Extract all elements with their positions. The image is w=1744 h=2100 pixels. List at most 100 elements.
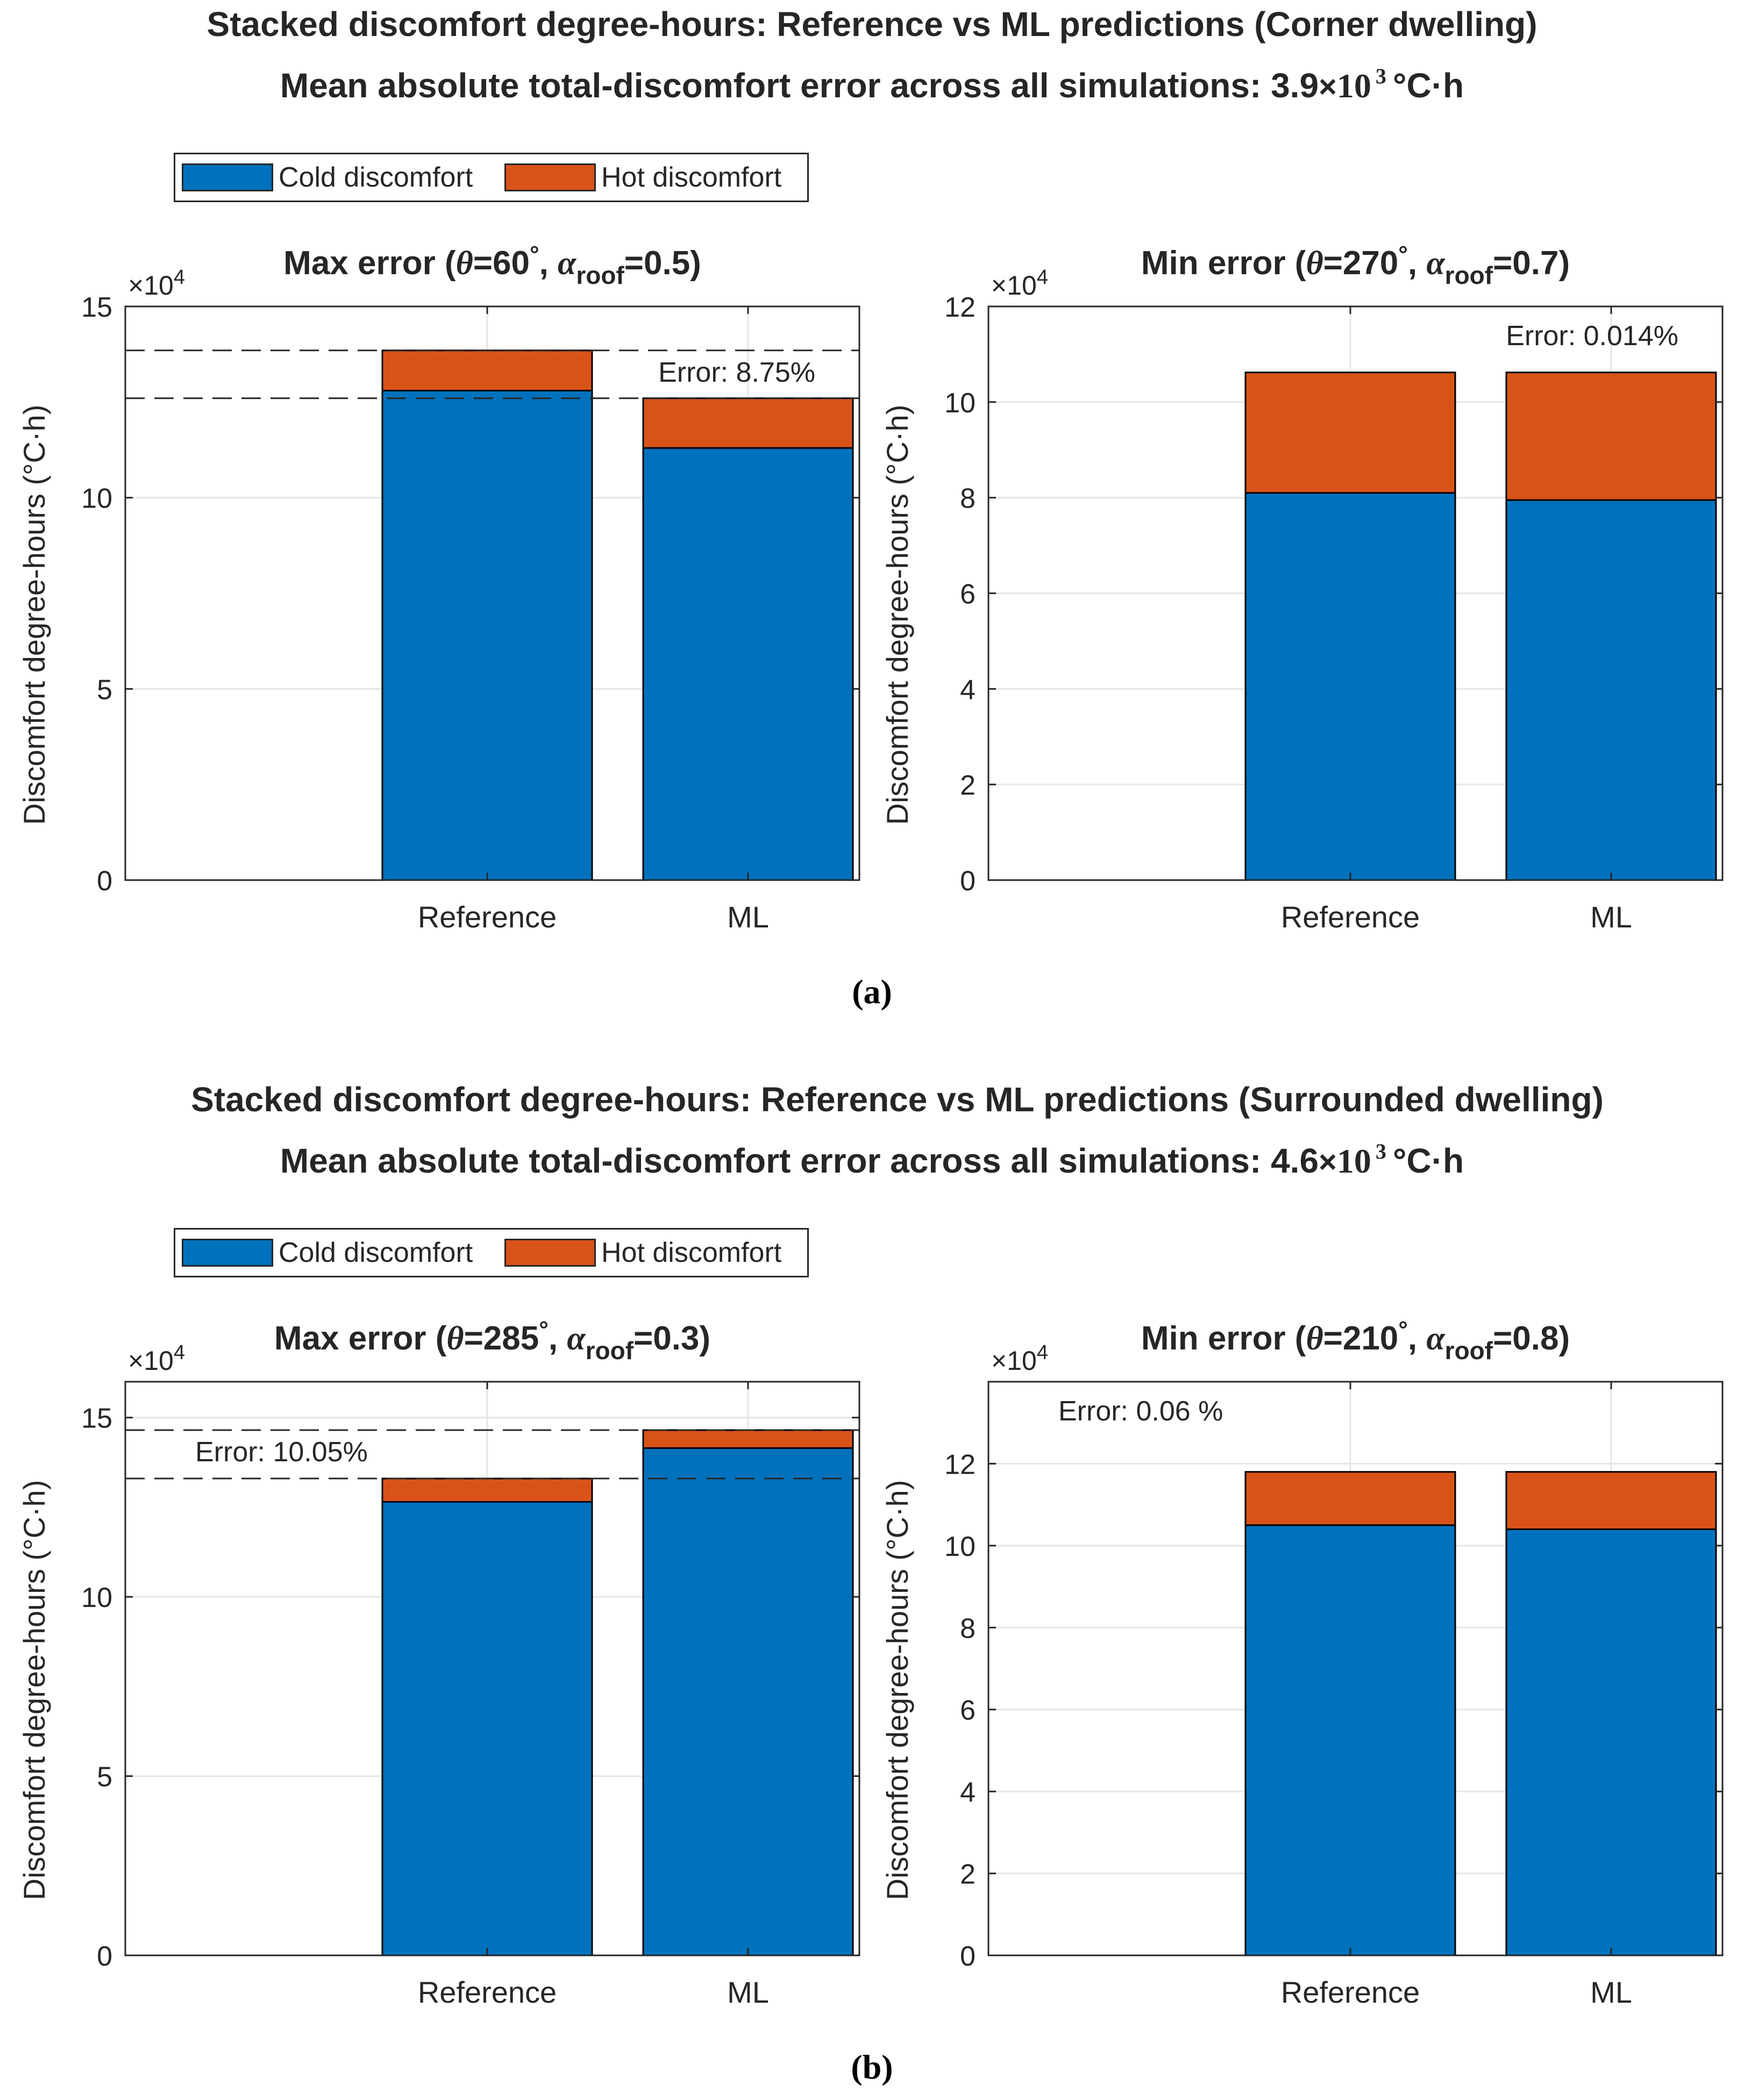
legend-b-cold: Cold discomfort — [182, 1230, 473, 1276]
bar-reference-cold — [381, 389, 593, 881]
figure-a-mean-error-unit: °C·h — [1392, 66, 1464, 105]
figure-b-subtitle-prefix: Mean absolute total-discomfort error acr… — [280, 1141, 1271, 1180]
x-tick-label-ml: ML — [1590, 1975, 1632, 2009]
bar-reference-hot — [1244, 372, 1456, 494]
bar-ml-hot — [642, 1429, 854, 1449]
subplot-title: Max error (θ=60°, αroof=0.5) — [283, 241, 701, 289]
figure-a-mean-error-exponent: 3 — [1375, 64, 1386, 88]
figure-a-subtitle-prefix: Mean absolute total-discomfort error acr… — [280, 66, 1271, 105]
x-tick-label-reference: Reference — [1281, 900, 1420, 934]
x-tick-label-ml: ML — [727, 1975, 769, 2009]
panel-b-subplot-2: 0 2 4 6 8 10 12 Reference ML ×104 Discomfort degre… — [880, 1317, 1724, 2009]
bar-reference-hot — [381, 1477, 593, 1503]
y-tick-label-4: 8 — [960, 1613, 976, 1644]
y-tick-label-5: 10 — [944, 1531, 976, 1562]
error-annotation: Error: 0.06 % — [1058, 1396, 1223, 1427]
x-tick-label-reference: Reference — [1281, 1975, 1420, 2009]
figure-b-times-sign: × — [1319, 1145, 1337, 1180]
y-tick-label-2: 10 — [81, 1582, 112, 1613]
legend-b-hot-swatch — [504, 1239, 596, 1267]
figure-b-mean-error-mantissa: 4.6 — [1271, 1141, 1319, 1180]
subplot-title: Max error (θ=285°, αroof=0.3) — [274, 1317, 710, 1365]
y-multiplier: ×104 — [128, 1341, 185, 1376]
figure-b-title: Stacked discomfort degree-hours: Referen… — [0, 1080, 1744, 1119]
panel-a-subplot-1: 0 5 10 15 Reference ML ×104 Discomfort degree-h… — [17, 241, 860, 934]
figure-b-mean-error-base: 10 — [1336, 1142, 1371, 1180]
y-multiplier: ×104 — [991, 266, 1048, 301]
y-tick-label-5: 10 — [944, 388, 976, 419]
legend-a-hot-swatch — [504, 163, 596, 191]
figure-a-title: Stacked discomfort degree-hours: Referen… — [207, 5, 1537, 44]
y-tick-label-1: 5 — [97, 1762, 112, 1793]
y-tick-label-3: 6 — [960, 579, 976, 610]
panel-b-subplot-1: 0 5 10 15 Reference ML ×104 Discomfort degree-h… — [17, 1317, 860, 2009]
y-tick-label-0: 0 — [960, 866, 976, 897]
chart-b-plots: 0 5 10 15 Reference ML ×104 Discomfort degree-h… — [17, 1317, 1724, 2009]
y-axis-label: Discomfort degree-hours (°C·h) — [880, 1480, 914, 1901]
bar-reference-cold — [1244, 1524, 1456, 1956]
bar-ml-cold — [642, 447, 854, 881]
y-axis-label: Discomfort degree-hours (°C·h) — [17, 1480, 51, 1901]
bar-reference-hot — [381, 349, 593, 391]
y-tick-label-0: 0 — [960, 1941, 976, 1972]
figure-a-mean-error-base: 10 — [1336, 67, 1371, 105]
bar-ml-hot — [642, 397, 854, 449]
axes-frame — [124, 1381, 860, 1956]
bar-reference-cold — [381, 1501, 593, 1956]
y-tick-label-3: 15 — [81, 292, 112, 323]
legend-b-cold-label: Cold discomfort — [279, 1237, 473, 1268]
y-tick-label-4: 8 — [960, 483, 976, 515]
error-annotation: Error: 8.75% — [658, 357, 815, 388]
legend-a-hot: Hot discomfort — [504, 154, 781, 201]
x-tick-label-ml: ML — [1590, 900, 1632, 934]
y-tick-label-1: 2 — [960, 770, 976, 801]
figure-b-title-text: Stacked discomfort degree-hours: Referen… — [191, 1080, 1604, 1119]
legend-b: Cold discomfort Hot discomfort — [174, 1228, 809, 1277]
subplot-title: Min error (θ=270°, αroof=0.7) — [1141, 241, 1570, 289]
error-annotation: Error: 0.014% — [1506, 320, 1678, 352]
axes-frame — [124, 305, 860, 881]
figure-a-mean-error-mantissa: 3.9 — [1271, 66, 1319, 105]
legend-a-cold: Cold discomfort — [182, 154, 473, 201]
y-tick-label-0: 0 — [97, 1941, 112, 1972]
y-tick-label-2: 4 — [960, 674, 976, 705]
y-tick-label-1: 2 — [960, 1859, 976, 1890]
x-tick-label-ml: ML — [727, 900, 769, 934]
figure-a-subtitle: Mean absolute total-discomfort error acr… — [0, 63, 1744, 106]
figure-b-mean-error-exponent: 3 — [1375, 1139, 1386, 1163]
legend-a-hot-label: Hot discomfort — [601, 162, 782, 193]
y-tick-label-6: 12 — [944, 292, 976, 323]
y-axis-label: Discomfort degree-hours (°C·h) — [880, 405, 914, 825]
legend-a-cold-swatch — [182, 163, 273, 191]
figure-a-times-sign: × — [1319, 69, 1337, 104]
legend-b-hot-label: Hot discomfort — [601, 1237, 782, 1268]
legend-a-cold-label: Cold discomfort — [279, 162, 473, 193]
subplot-title: Min error (θ=210°, αroof=0.8) — [1141, 1317, 1570, 1365]
error-annotation: Error: 10.05% — [195, 1437, 368, 1468]
y-axis-label: Discomfort degree-hours (°C·h) — [17, 405, 51, 825]
y-multiplier: ×104 — [128, 266, 185, 301]
bar-ml-cold — [1505, 1528, 1717, 1956]
bar-ml-hot — [1505, 1471, 1717, 1530]
y-tick-label-2: 10 — [81, 483, 112, 515]
caption-a: (a) — [852, 973, 892, 1011]
bar-ml-cold — [642, 1447, 854, 1956]
bar-reference-hot — [1244, 1471, 1456, 1526]
panel-a-subplot-2: 0 2 4 6 8 10 12 Reference ML ×104 Discomfort degre… — [880, 241, 1724, 934]
x-tick-label-reference: Reference — [418, 900, 557, 934]
y-tick-label-0: 0 — [97, 866, 112, 897]
y-tick-label-6: 12 — [944, 1449, 976, 1480]
legend-a: Cold discomfort Hot discomfort — [174, 153, 809, 202]
bar-reference-cold — [1244, 492, 1456, 881]
y-tick-label-3: 15 — [81, 1403, 112, 1434]
y-tick-label-2: 4 — [960, 1777, 976, 1808]
x-tick-label-reference: Reference — [418, 1975, 557, 2009]
y-tick-label-3: 6 — [960, 1695, 976, 1726]
figure-b-mean-error-unit: °C·h — [1392, 1141, 1464, 1180]
caption-b: (b) — [851, 2048, 893, 2086]
bar-ml-cold — [1505, 499, 1717, 881]
y-tick-label-1: 5 — [97, 674, 112, 705]
bar-ml-hot — [1505, 372, 1717, 501]
legend-b-hot: Hot discomfort — [504, 1230, 781, 1276]
